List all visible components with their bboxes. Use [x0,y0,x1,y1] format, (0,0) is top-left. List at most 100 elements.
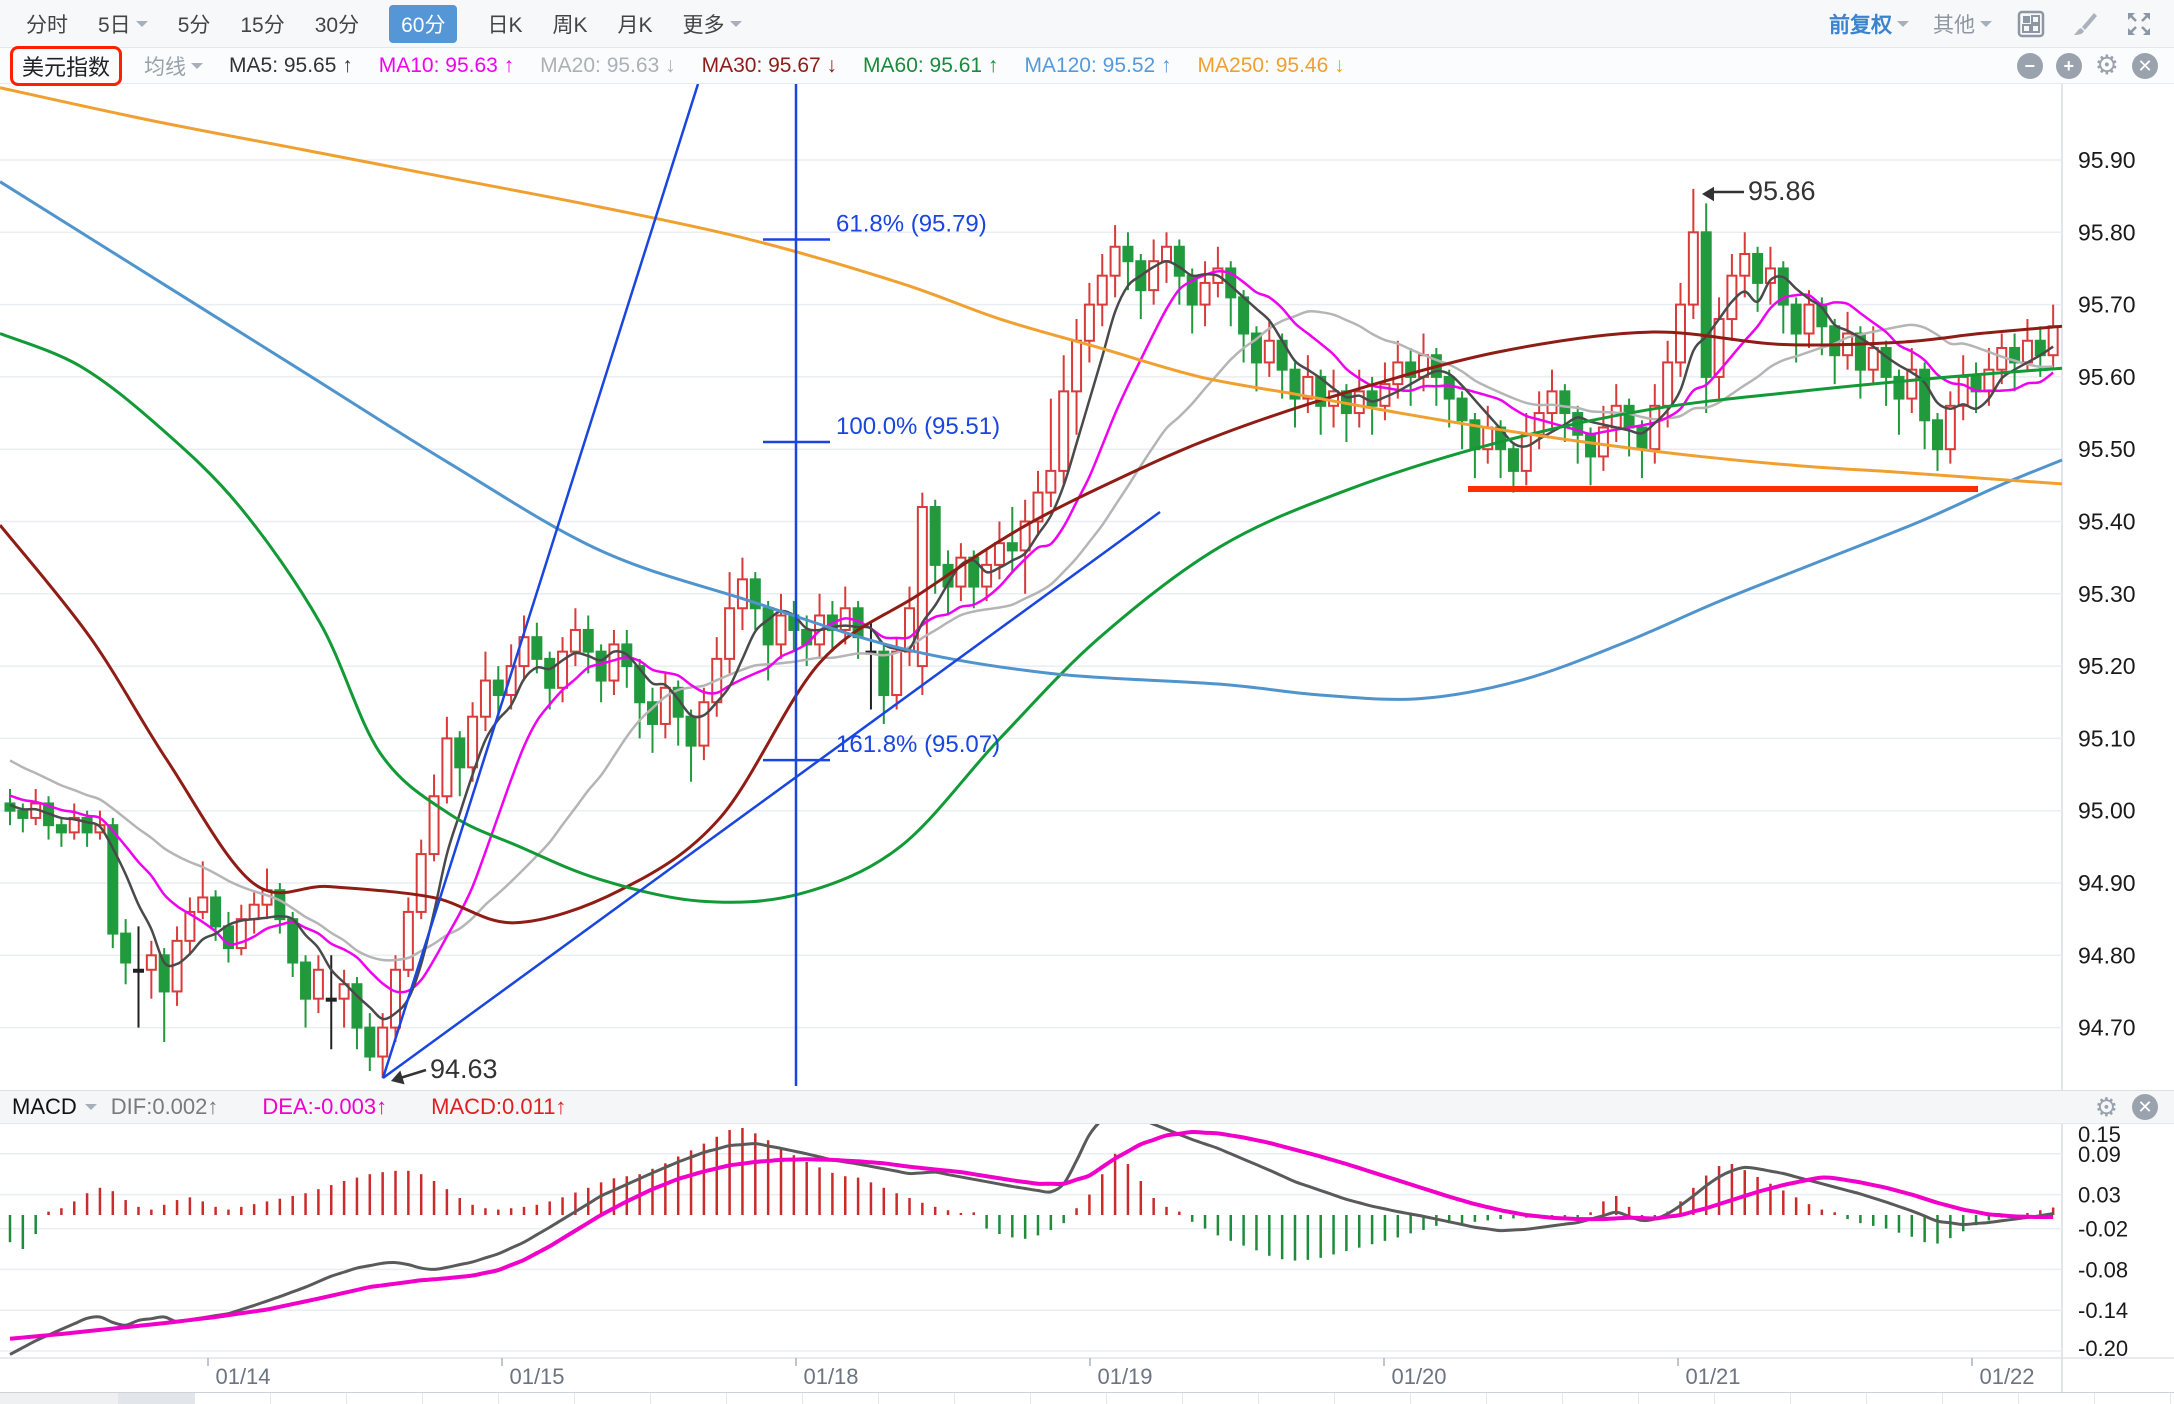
candlestick-series[interactable] [4,188,2059,1079]
tab-5min[interactable]: 5分 [177,13,211,37]
candle-body [916,506,928,668]
ma-legend-item-5: MA60: 95.61 ↑ [863,53,999,77]
axis-label: 95.00 [2078,798,2136,824]
candle-body [1662,361,1674,407]
ma-line-ma5 [9,259,2054,1021]
draw-brush-icon[interactable] [2070,9,2100,39]
candle-body [364,1026,376,1058]
candle-body [1109,245,1121,277]
candle-body [1289,368,1301,400]
axis-label: 161.8% (95.07) [836,731,1000,758]
axis-label: 94.90 [2078,870,2136,896]
chart-controls: − + ⚙ ✕ [2016,50,2174,80]
candle-body [878,650,890,697]
ma-line-ma120 [0,180,2063,701]
candle-body [634,665,646,704]
macd-header: MACD DIF:0.002↑ DEA:-0.003↑ MACD:0.011↑ … [0,1090,2174,1124]
zoom-out-icon[interactable]: − [2016,52,2043,79]
candle-body [1777,267,1789,306]
axis-label: 95.60 [2078,364,2136,390]
tab-daily-k[interactable]: 日K [487,13,523,37]
axis-label: -0.02 [2078,1217,2128,1242]
scrollbar-handle[interactable] [118,1393,195,1404]
candle-body [1739,252,1751,277]
candle-body [325,997,337,1002]
candle-body [1083,303,1095,342]
axis-label: 0.09 [2078,1142,2121,1167]
macd-indicator-dropdown[interactable]: MACD [12,1094,77,1119]
candle-body [1790,303,1802,335]
adjust-mode-dropdown[interactable]: 前复权 [1829,9,1909,39]
axis-label: 95.70 [2078,292,2136,318]
candle-body [454,737,466,769]
candle-body [492,679,504,697]
axis-label: 0.15 [2078,1122,2121,1147]
chevron-down-icon [729,20,742,33]
candle-body [1250,332,1262,364]
axis-label: 95.80 [2078,219,2136,245]
axis-label: 01/22 [1979,1364,2034,1389]
other-dropdown[interactable]: 其他 [1933,9,1992,39]
candle-body [1919,368,1931,422]
candle-body [351,983,363,1029]
candle-body [377,1026,389,1058]
candle-body [685,715,697,747]
candle-body [287,918,299,964]
axis-label: 94.70 [2078,1015,2136,1041]
fibonacci-drawing[interactable]: 61.8% (95.79) 100.0% (95.51) 161.8% (95.07… [381,83,1161,1086]
axis-label: 95.40 [2078,509,2136,535]
candle-body [1199,281,1211,306]
candle-body [1456,397,1468,422]
axis-label: 01/15 [509,1364,564,1389]
candle-body [312,968,324,1000]
axis-label: -0.20 [2078,1336,2128,1361]
candle-body [595,650,607,682]
fullscreen-icon[interactable] [2124,9,2154,39]
candle-body [762,607,774,646]
macd-dea-line [9,1130,2054,1341]
candle-body [1559,390,1571,415]
symbol-name[interactable]: 美元指数 [10,45,123,86]
candle-body [1764,267,1776,284]
candle-body [81,816,93,834]
horizontal-scrollbar[interactable] [0,1392,2174,1404]
settings-gear-icon[interactable]: ⚙ [2094,50,2119,80]
candle-body [1623,404,1635,429]
ma-selector-dropdown[interactable]: 均线 [144,51,204,81]
interval-toolbar: 分时 5日 5分 15分 30分 60分 日K 周K 月K 更多 前复权 其他 [0,0,2174,48]
axis-label: 01/18 [803,1364,858,1389]
tab-60min[interactable]: 60分 [389,4,458,43]
tab-30min[interactable]: 30分 [314,13,360,37]
close-indicator-icon[interactable]: ✕ [2132,1094,2158,1120]
tab-monthly-k[interactable]: 月K [617,13,653,37]
settings-gear-icon[interactable]: ⚙ [2094,1092,2118,1122]
candle-body [1302,375,1314,400]
tab-time-share[interactable]: 分时 [26,13,68,37]
candle-body [1418,354,1429,378]
zoom-in-icon[interactable]: + [2055,52,2082,79]
toolbar-right: 前复权 其他 [1829,9,2174,39]
other-label: 其他 [1933,13,1975,37]
tab-weekly-k[interactable]: 周K [552,13,588,37]
axis-label: 01/21 [1685,1364,1740,1389]
close-panel-icon[interactable]: ✕ [2132,52,2158,79]
candle-body [1893,375,1905,400]
candle-body [222,925,234,950]
candle-body [120,932,132,964]
ma-line-ma250 [0,86,2063,486]
layout-grid-icon[interactable] [2016,9,2046,39]
candle-body [1353,390,1365,415]
candle-body [544,657,556,689]
candle-body [1161,245,1172,263]
tab-more[interactable]: 更多 [683,9,742,39]
candle-body [659,686,671,725]
ma-legend-item-1: MA5: 95.65 ↑ [229,53,353,77]
candle-body [1058,390,1070,472]
axis-label: 95.20 [2078,653,2136,679]
tab-5day[interactable]: 5日 [98,9,148,39]
ma-legend-item-3: MA20: 95.63 ↓ [540,53,676,77]
axis-label: 95.30 [2078,581,2136,607]
candle-body [1520,433,1532,472]
tab-15min[interactable]: 15分 [240,13,285,37]
